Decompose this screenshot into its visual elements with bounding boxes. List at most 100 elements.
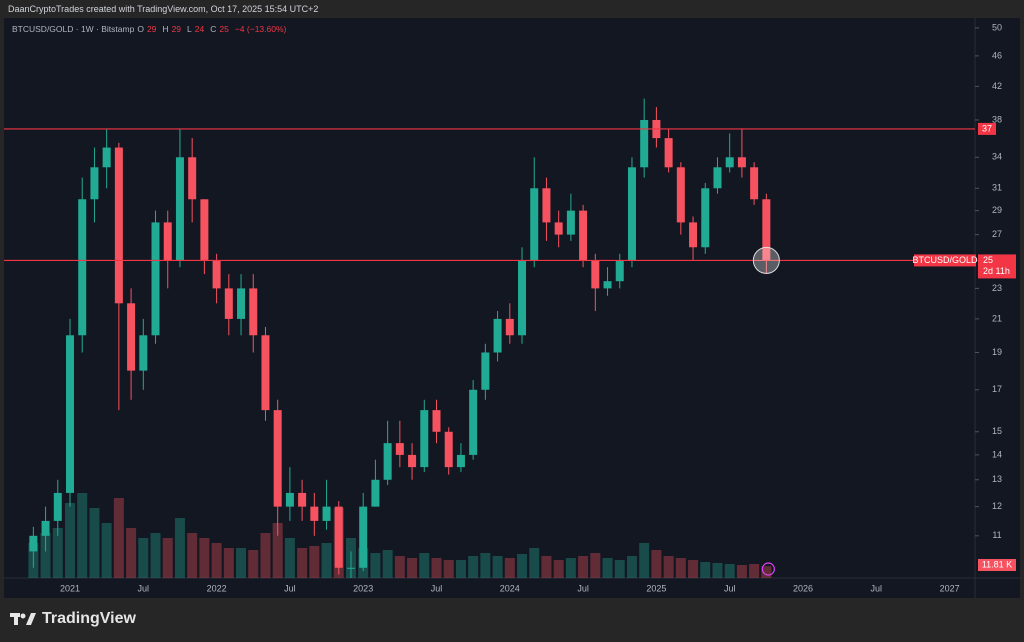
- volume-bar: [211, 543, 222, 578]
- volume-bar: [565, 558, 576, 578]
- volume-bar: [517, 554, 528, 578]
- y-tick-label: 31: [992, 183, 1002, 193]
- candle-body: [273, 410, 282, 507]
- volume-bar: [138, 538, 149, 578]
- symbol: BTCUSD/GOLD · 1W · Bitstamp: [12, 24, 135, 34]
- candle-body: [298, 492, 307, 507]
- volume-bar: [468, 556, 479, 578]
- candle-body: [518, 260, 527, 336]
- y-tick-label: 34: [992, 152, 1002, 162]
- candle-body: [750, 167, 759, 200]
- volume-bar: [297, 548, 308, 578]
- volume-bar: [712, 563, 723, 578]
- candle-body: [371, 479, 380, 507]
- candle-body: [163, 222, 172, 261]
- l-value: 24: [194, 24, 205, 34]
- y-tick-label: 29: [992, 205, 1002, 215]
- candle-body: [90, 167, 99, 200]
- volume-bar: [40, 533, 51, 578]
- candle-body: [456, 454, 465, 468]
- candle-body: [114, 147, 123, 304]
- candle-body: [664, 138, 673, 168]
- volume-bar: [272, 523, 283, 578]
- volume-bar: [504, 558, 515, 578]
- volume-bar: [419, 553, 430, 578]
- y-tick-label: 50: [992, 22, 1002, 32]
- candle-body: [640, 119, 649, 168]
- volume-bar: [639, 543, 650, 578]
- candle-body: [395, 443, 404, 455]
- footer: TradingView: [10, 610, 136, 628]
- x-tick-label: 2025: [646, 583, 666, 593]
- candle-body: [310, 506, 319, 521]
- candle-body: [444, 431, 453, 468]
- candle-body: [212, 260, 221, 289]
- volume-bar: [89, 508, 100, 578]
- candle-body: [29, 535, 38, 552]
- level-label: 37: [982, 123, 992, 133]
- y-tick-label: 27: [992, 229, 1002, 239]
- candle-body: [359, 506, 368, 568]
- candle-body: [762, 199, 771, 261]
- volume-bar: [382, 550, 393, 578]
- candle-body: [493, 318, 502, 353]
- volume-bar: [761, 566, 772, 578]
- o-value: 29: [146, 24, 157, 34]
- price-value: 25: [983, 255, 993, 265]
- volume-bar: [407, 558, 418, 578]
- candle-body: [505, 318, 514, 336]
- candle-body: [237, 288, 246, 319]
- volume-bar: [700, 562, 711, 578]
- candle-body: [469, 389, 478, 455]
- y-tick-label: 23: [992, 283, 1002, 293]
- candle-body: [346, 567, 355, 569]
- candle-body: [627, 167, 636, 261]
- volume-bar: [199, 538, 210, 578]
- volume-bar: [663, 556, 674, 578]
- candle-body: [579, 210, 588, 261]
- volume-bar: [675, 558, 686, 578]
- volume-label: 11.81 K: [982, 559, 1012, 569]
- candle-body: [41, 520, 50, 536]
- volume-bar: [150, 533, 161, 578]
- l-label: L: [187, 24, 192, 34]
- candle-body: [139, 335, 148, 371]
- y-tick-label: 12: [992, 501, 1002, 511]
- volume-bar: [626, 556, 637, 578]
- volume-bar: [370, 553, 381, 578]
- brand: TradingView: [42, 610, 136, 627]
- candle-body: [554, 222, 563, 235]
- candle-body: [102, 147, 111, 168]
- logo: [10, 613, 36, 625]
- candle-body: [737, 157, 746, 168]
- candle-body: [689, 222, 698, 248]
- candle-body: [127, 303, 136, 371]
- candle-body: [408, 454, 417, 468]
- y-tick-label: 42: [992, 81, 1002, 91]
- x-tick-label: Jul: [871, 583, 883, 593]
- volume-bar: [394, 556, 405, 578]
- x-tick-label: 2024: [500, 583, 520, 593]
- y-tick-label: 15: [992, 426, 1002, 436]
- y-tick-label: 17: [992, 384, 1002, 394]
- candle-body: [725, 157, 734, 168]
- volume-bar: [492, 556, 503, 578]
- chart: 50 46 42 38 34 31 29 27 25 23 21 19 17 15 14 13 12 11 2021…: [4, 18, 1020, 598]
- candle-body: [542, 188, 551, 223]
- candle-body: [603, 281, 612, 289]
- candle-body: [53, 492, 62, 521]
- x-tick-label: 2022: [207, 583, 227, 593]
- candle-body: [285, 492, 294, 507]
- highlight: [752, 246, 780, 274]
- volume-bar: [602, 558, 613, 578]
- x-tick-label: 2023: [353, 583, 373, 593]
- volume-bar: [321, 543, 332, 578]
- x-tick-label: 2026: [793, 583, 813, 593]
- volume-bar: [724, 564, 735, 578]
- x-tick-label: Jul: [724, 583, 736, 593]
- volume-bar: [590, 553, 601, 578]
- c-value: 25: [219, 24, 229, 34]
- volume-bar: [736, 565, 747, 578]
- o-label: O: [137, 24, 144, 34]
- volume-bar: [578, 556, 589, 578]
